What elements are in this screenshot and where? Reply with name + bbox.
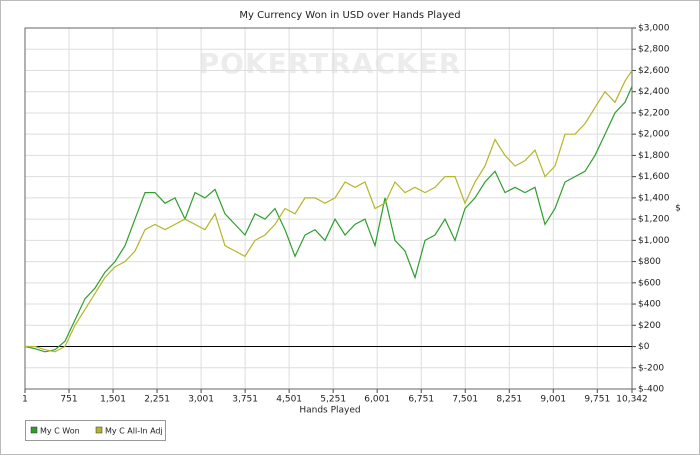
- x-tick-label: 6,001: [364, 395, 390, 405]
- x-tick-label: 10,342: [616, 395, 648, 405]
- y-tick-label: $0: [638, 342, 650, 352]
- y-tick-label: $-400: [638, 385, 664, 395]
- x-tick-label: 9,751: [584, 395, 610, 405]
- legend: [25, 420, 166, 441]
- y-tick-label: $600: [638, 278, 661, 288]
- chart-title: My Currency Won in USD over Hands Played: [239, 10, 460, 21]
- x-tick-label: 1: [22, 395, 28, 405]
- legend-swatch: [95, 426, 103, 434]
- y-tick-label: $200: [638, 321, 661, 331]
- legend-label: My C Won: [40, 427, 80, 436]
- y-tick-label: $1,000: [638, 236, 670, 246]
- x-tick-label: 3,001: [188, 395, 214, 405]
- x-tick-label: 1,501: [100, 395, 126, 405]
- y-tick-label: $1,200: [638, 215, 670, 225]
- y-tick-label: $2,400: [638, 87, 670, 97]
- y-tick-label: $800: [638, 257, 661, 267]
- y-tick-label: $2,200: [638, 108, 670, 118]
- watermark: POKERTRACKER: [199, 47, 462, 80]
- x-tick-label: 7,501: [452, 395, 478, 405]
- series-line: [24, 86, 633, 353]
- y-tick-label: $2,000: [638, 130, 670, 140]
- legend-swatch: [30, 426, 38, 434]
- y-tick-label: $1,800: [638, 151, 670, 161]
- x-tick-label: 2,251: [144, 395, 170, 405]
- y-tick-label: $2,600: [638, 66, 670, 76]
- plot-border: [24, 27, 633, 390]
- x-tick-label: 6,751: [408, 395, 434, 405]
- y-tick-label: $400: [638, 300, 661, 310]
- x-tick-label: 9,001: [540, 395, 566, 405]
- x-tick-label: 3,751: [232, 395, 258, 405]
- x-axis-label: Hands Played: [299, 406, 360, 416]
- y-tick-label: $2,800: [638, 45, 670, 55]
- y-tick-label: $1,400: [638, 193, 670, 203]
- y-axis-label: $: [675, 204, 681, 214]
- x-tick-label: 4,501: [276, 395, 302, 405]
- y-tick-label: $1,600: [638, 172, 670, 182]
- y-tick-label: $3,000: [638, 24, 670, 34]
- x-tick-label: 5,251: [320, 395, 346, 405]
- legend-label: My C All-In Adj: [105, 427, 163, 436]
- x-tick-label: 8,251: [496, 395, 522, 405]
- y-tick-label: $-200: [638, 363, 664, 373]
- x-tick-label: 751: [60, 395, 77, 405]
- series-line: [25, 70, 633, 353]
